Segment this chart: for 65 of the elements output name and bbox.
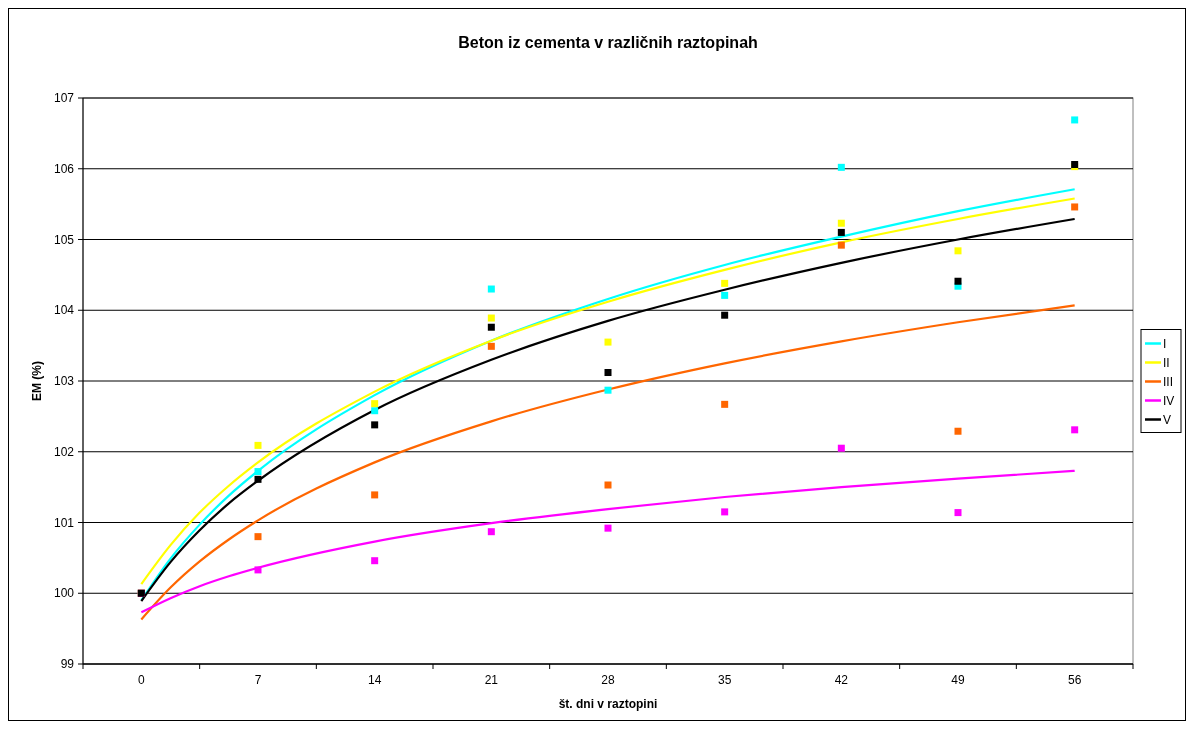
point bbox=[371, 557, 379, 565]
point bbox=[604, 481, 612, 489]
point bbox=[604, 386, 612, 394]
point bbox=[837, 228, 845, 236]
point bbox=[371, 407, 379, 415]
y-axis-title: EM (%) bbox=[30, 361, 44, 401]
point bbox=[721, 508, 729, 516]
point bbox=[371, 491, 379, 499]
point bbox=[254, 475, 262, 483]
x-tick-label: 49 bbox=[951, 673, 965, 687]
y-tick-label: 100 bbox=[53, 586, 75, 601]
point bbox=[371, 421, 379, 429]
point bbox=[837, 219, 845, 227]
point bbox=[487, 285, 495, 293]
x-axis-title: št. dni v raztopini bbox=[558, 697, 658, 711]
point bbox=[487, 323, 495, 331]
line-series bbox=[140, 304, 1076, 621]
point bbox=[371, 400, 379, 408]
x-tick-label: 14 bbox=[367, 673, 382, 687]
x-tick-label: 35 bbox=[717, 673, 732, 687]
line-series bbox=[140, 469, 1076, 614]
legend-label: V bbox=[1163, 412, 1172, 427]
point bbox=[1071, 426, 1079, 434]
point bbox=[487, 528, 495, 536]
y-tick-label: 101 bbox=[53, 515, 75, 530]
point bbox=[254, 533, 262, 541]
x-tick-label: 7 bbox=[254, 673, 262, 687]
legend-label: III bbox=[1163, 374, 1174, 389]
x-tick-label: 21 bbox=[484, 673, 499, 687]
point bbox=[721, 279, 729, 287]
point bbox=[604, 369, 612, 377]
point bbox=[837, 444, 845, 452]
point bbox=[954, 247, 962, 255]
x-tick-label: 42 bbox=[834, 673, 849, 687]
legend-label: I bbox=[1163, 336, 1167, 351]
y-tick-label: 104 bbox=[53, 303, 75, 318]
chart-title: Beton iz cementa v različnih raztopinah bbox=[458, 34, 758, 51]
y-tick-label: 106 bbox=[53, 161, 75, 176]
point bbox=[254, 566, 262, 574]
point bbox=[954, 427, 962, 435]
point bbox=[1071, 116, 1079, 124]
point bbox=[254, 468, 262, 476]
point bbox=[487, 342, 495, 350]
legend-label: IV bbox=[1163, 393, 1175, 408]
point bbox=[721, 291, 729, 299]
point bbox=[837, 163, 845, 171]
legend-label: II bbox=[1163, 355, 1170, 370]
point bbox=[604, 524, 612, 532]
y-tick-label: 107 bbox=[53, 91, 75, 106]
point bbox=[604, 338, 612, 346]
x-tick-label: 0 bbox=[137, 673, 145, 687]
point bbox=[954, 509, 962, 517]
x-tick-label: 28 bbox=[601, 673, 615, 687]
y-tick-label: 103 bbox=[53, 374, 75, 389]
point bbox=[1071, 203, 1079, 211]
point bbox=[721, 400, 729, 408]
y-tick-label: 105 bbox=[53, 232, 75, 247]
point bbox=[837, 241, 845, 249]
point bbox=[487, 314, 495, 322]
point bbox=[721, 311, 729, 319]
point bbox=[954, 277, 962, 285]
x-tick-label: 56 bbox=[1067, 673, 1082, 687]
point bbox=[254, 441, 262, 449]
y-tick-label: 102 bbox=[53, 444, 75, 459]
y-tick-label: 99 bbox=[60, 657, 75, 672]
